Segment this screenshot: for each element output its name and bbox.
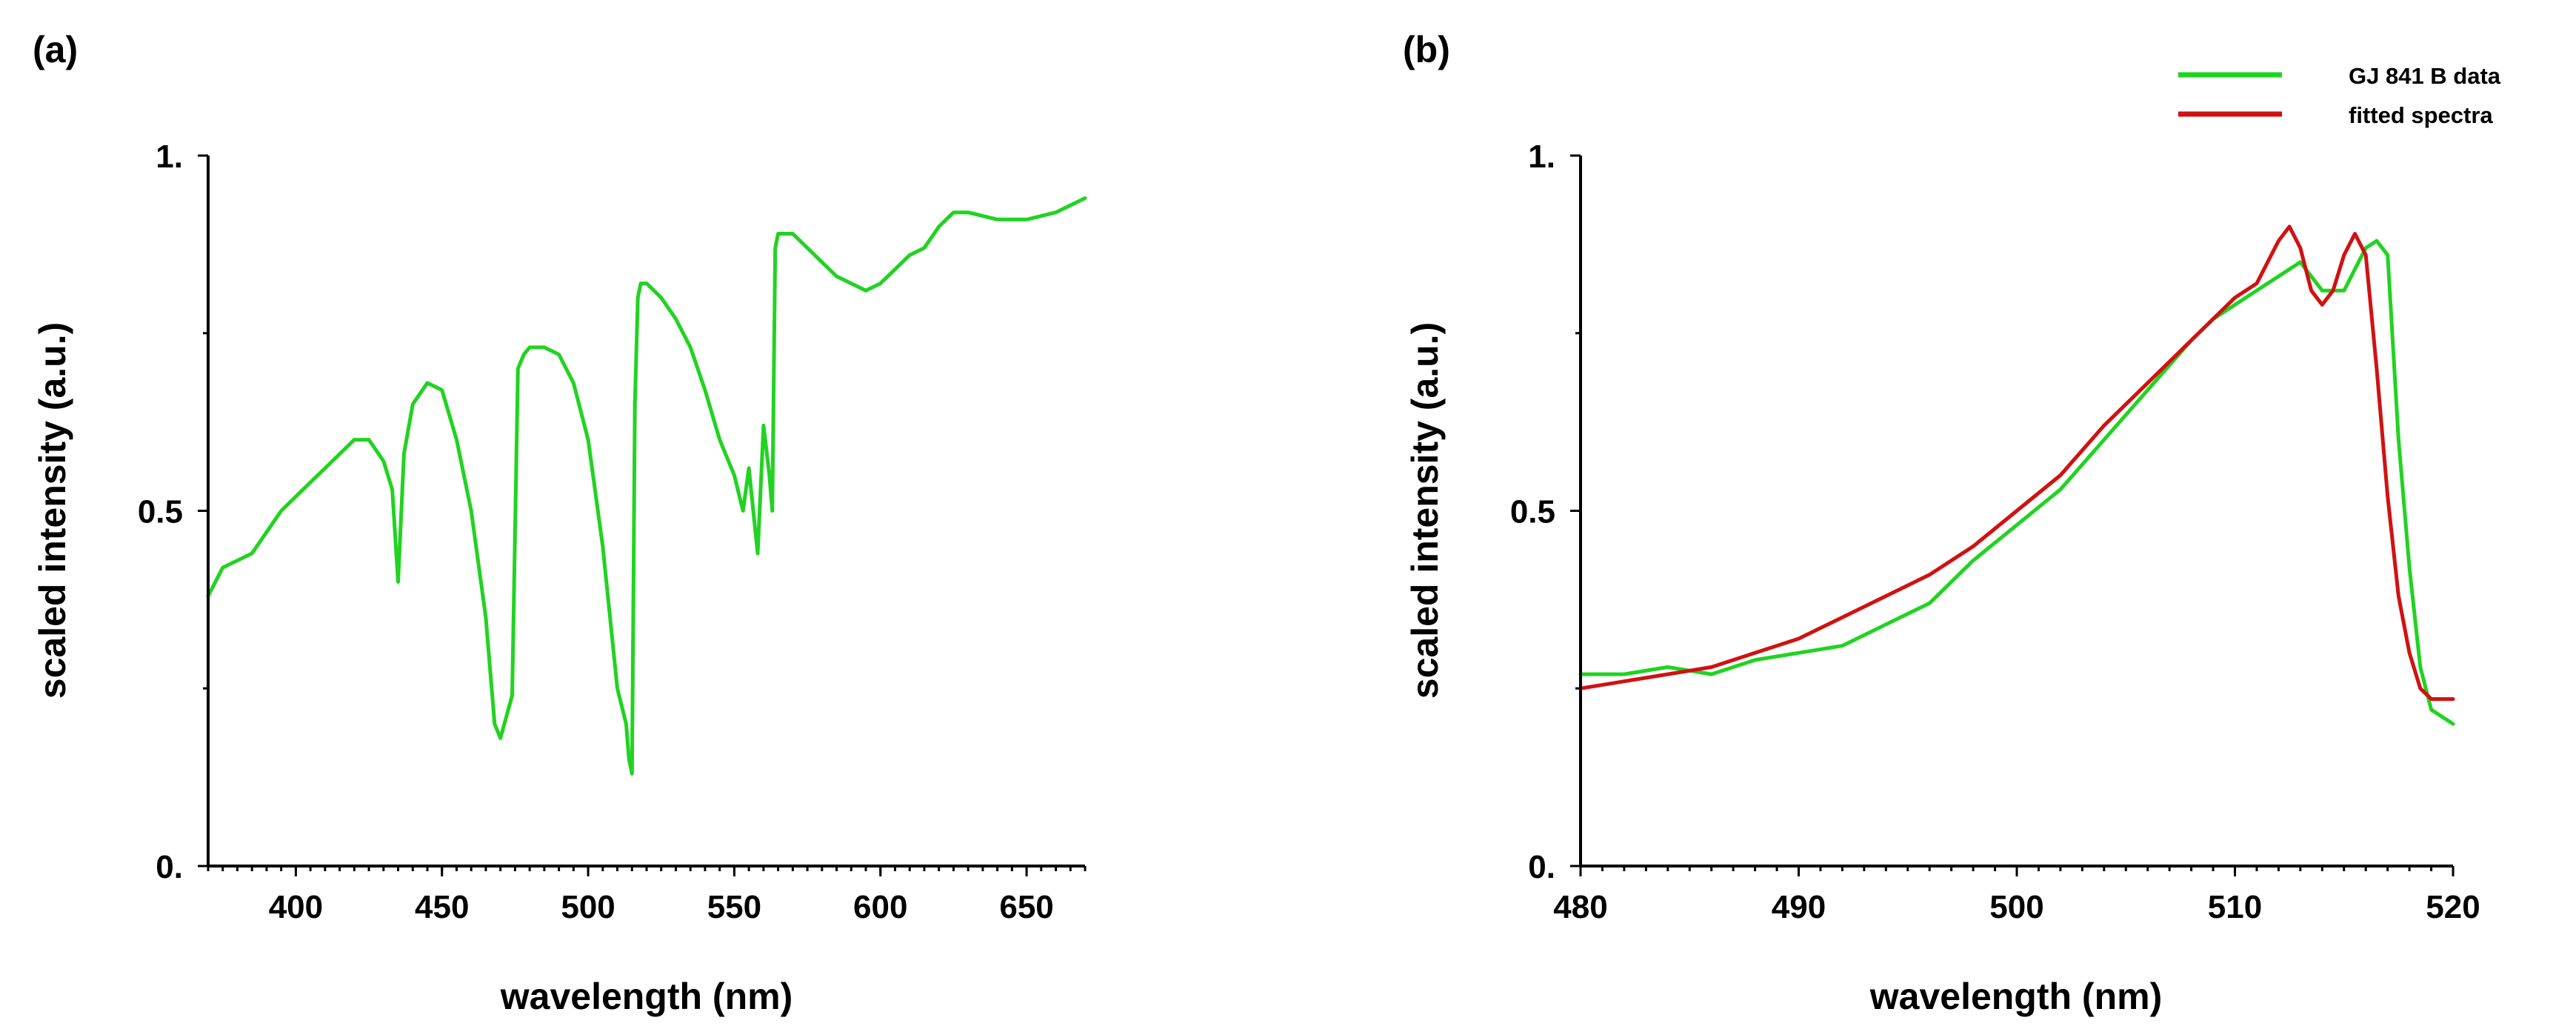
panel-b-ticks: 480 490 500 510 520 0. 0.5 1.: [1510, 139, 2480, 925]
legend-label-data: GJ 841 B data: [2349, 63, 2501, 89]
panel-a-x-tick-label: 500: [561, 889, 615, 925]
panel-b-series-gj-841-b-data: [1578, 239, 2455, 726]
panel-a-series: [206, 196, 1087, 776]
panel-b-y-tick-label: 0.: [1528, 849, 1555, 885]
panel-b-y-tick-label: 1.: [1528, 139, 1555, 175]
panel-b-x-tick-label: 480: [1553, 889, 1607, 925]
panel-a-x-tick-label: 600: [853, 889, 907, 925]
panel-a-x-tick-label: 650: [999, 889, 1053, 925]
panel-a-x-tick-label: 550: [707, 889, 761, 925]
panel-b-x-axis-label: wavelength (nm): [1869, 976, 2162, 1017]
panel-a: (a) 400 450 500 550 600 650 0. 0.5 1. wavelength…: [32, 29, 1087, 1017]
panel-b-x-tick-label: 520: [2426, 889, 2480, 925]
panel-a-x-tick-label: 400: [269, 889, 323, 925]
panel-a-ticks: 400 450 500 550 600 650 0. 0.5 1.: [138, 139, 1087, 925]
panel-a-x-axis-label: wavelength (nm): [500, 976, 793, 1017]
panel-a-y-tick-label: 0.: [156, 849, 183, 885]
panel-b-series-fitted-spectra: [1578, 224, 2455, 702]
panel-b-series: [1578, 224, 2455, 726]
legend-label-fit: fitted spectra: [2349, 102, 2493, 128]
panel-a-x-tick-label: 450: [415, 889, 469, 925]
panel-a-y-tick-label: 1.: [156, 139, 183, 175]
panel-b-label: (b): [1403, 29, 1450, 70]
panel-b-x-tick-label: 500: [1989, 889, 2043, 925]
panel-a-y-axis-label: scaled intensity (a.u.): [32, 322, 73, 699]
panel-b-x-tick-label: 510: [2208, 889, 2262, 925]
panel-b-y-axis-label: scaled intensity (a.u.): [1404, 322, 1446, 699]
panel-b: (b) 480 490 500 510 520 0. 0.5 1. wavelength (n…: [1403, 29, 2501, 1017]
panel-a-series-spectrum: [206, 196, 1087, 776]
panel-a-y-tick-label: 0.5: [138, 494, 183, 530]
panel-b-x-tick-label: 490: [1772, 889, 1826, 925]
panel-b-y-tick-label: 0.5: [1510, 494, 1555, 530]
legend: GJ 841 B data fitted spectra: [2178, 63, 2501, 128]
panel-a-label: (a): [33, 29, 78, 70]
